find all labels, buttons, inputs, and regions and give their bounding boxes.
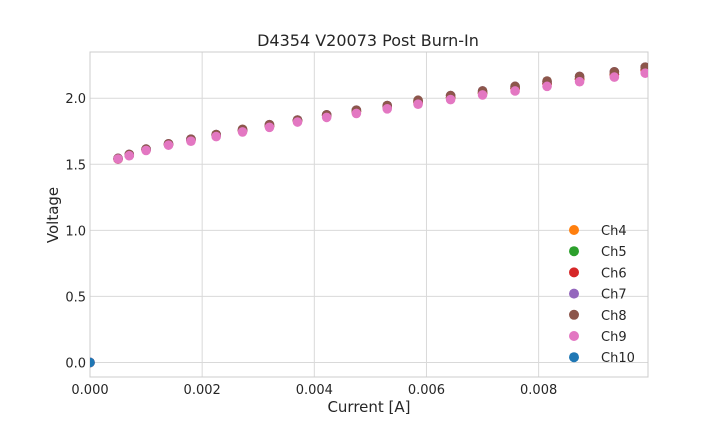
y-tick-label: 0.0 <box>65 356 86 371</box>
x-tick-label: 0.002 <box>184 383 221 398</box>
x-axis-label: Current [A] <box>327 398 410 416</box>
data-point-ch9 <box>124 150 135 161</box>
x-axis-ticks: 0.000 0.002 0.004 0.006 0.008 <box>71 383 557 398</box>
legend-marker <box>569 246 579 257</box>
legend-marker <box>569 225 579 235</box>
data-point-ch9 <box>413 99 423 109</box>
legend-marker <box>569 288 579 299</box>
data-point-ch9 <box>542 81 552 92</box>
legend-marker <box>569 267 579 278</box>
data-point-ch10 <box>90 357 95 368</box>
data-point-ch9 <box>351 108 362 119</box>
x-tick-label: 0.004 <box>296 383 333 398</box>
y-tick-label: 1.5 <box>65 158 86 173</box>
data-point-ch9 <box>609 72 620 82</box>
legend-label: Ch5 <box>601 245 627 260</box>
data-point-ch9 <box>264 122 275 133</box>
y-tick-label: 1.0 <box>65 224 86 239</box>
data-point-ch9 <box>237 127 248 137</box>
data-point-ch9 <box>163 140 174 150</box>
data-point-ch9 <box>211 131 221 142</box>
legend-label: Ch4 <box>601 224 627 239</box>
data-point-ch9 <box>321 112 332 123</box>
data-point-ch9 <box>477 90 488 100</box>
x-tick-label: 0.000 <box>71 383 108 398</box>
data-point-ch9 <box>186 136 196 146</box>
data-point-ch9 <box>574 76 585 87</box>
grid <box>89 52 648 377</box>
y-tick-label: 2.0 <box>65 92 86 107</box>
legend-label: Ch7 <box>601 288 627 303</box>
y-axis-label: Voltage <box>44 187 62 243</box>
data-points <box>90 62 648 368</box>
y-tick-label: 0.5 <box>65 290 86 305</box>
x-tick-label: 0.006 <box>408 383 445 398</box>
data-point-ch9 <box>640 68 648 78</box>
legend-label: Ch9 <box>601 330 627 345</box>
x-tick-label: 0.008 <box>520 383 557 398</box>
legend-label: Ch10 <box>601 351 635 366</box>
legend-marker <box>569 309 579 320</box>
data-point-ch9 <box>445 94 456 105</box>
data-point-ch9 <box>292 117 303 127</box>
data-point-ch9 <box>141 145 151 156</box>
data-point-ch9 <box>113 154 123 164</box>
chart-title: D4354 V20073 Post Burn-In <box>257 31 479 50</box>
y-axis-ticks: 0.0 0.5 1.0 1.5 2.0 <box>65 92 86 371</box>
legend-label: Ch8 <box>601 309 627 324</box>
data-point-ch9 <box>382 104 393 114</box>
legend: Ch4 Ch5 Ch6 Ch7 Ch8 Ch9 Ch10 <box>569 224 635 366</box>
plot-area <box>89 51 649 378</box>
legend-marker <box>569 331 579 341</box>
legend-label: Ch6 <box>601 266 627 281</box>
data-point-ch9 <box>510 86 520 96</box>
legend-marker <box>569 352 579 363</box>
